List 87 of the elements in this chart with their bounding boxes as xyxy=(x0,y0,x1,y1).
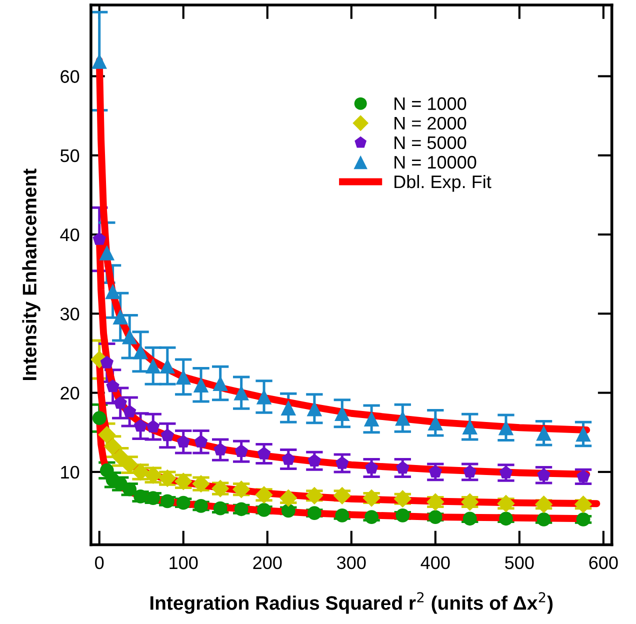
point xyxy=(394,490,412,508)
point xyxy=(364,411,380,427)
legend-label: Dbl. Exp. Fit xyxy=(394,174,492,192)
point xyxy=(282,452,295,465)
point xyxy=(99,245,115,260)
point xyxy=(92,54,107,69)
point xyxy=(426,493,444,511)
point xyxy=(281,504,296,518)
point xyxy=(212,376,228,391)
point xyxy=(576,512,590,526)
point xyxy=(428,415,444,431)
x-tick-label: 300 xyxy=(337,556,366,570)
legend-label: N = 10000 xyxy=(394,156,476,169)
point xyxy=(428,464,442,478)
point xyxy=(534,496,553,514)
y-tick-label: 50 xyxy=(60,149,80,162)
point xyxy=(336,456,349,469)
point xyxy=(306,486,324,505)
point xyxy=(364,461,378,474)
y-tick-label: 30 xyxy=(60,308,80,320)
point xyxy=(100,356,114,368)
point xyxy=(499,512,513,526)
point xyxy=(122,404,136,418)
y-tick-label: 40 xyxy=(60,228,80,242)
point xyxy=(132,344,148,360)
point xyxy=(234,444,248,457)
point xyxy=(256,389,272,404)
point xyxy=(106,380,120,392)
point xyxy=(462,512,477,526)
x-tick-label: 400 xyxy=(420,556,450,570)
point xyxy=(334,406,350,422)
point xyxy=(308,454,322,466)
point xyxy=(497,494,515,512)
point xyxy=(576,470,590,482)
point xyxy=(364,510,378,524)
point xyxy=(92,411,106,426)
point xyxy=(193,377,209,393)
legend-label: N = 5000 xyxy=(394,136,466,150)
point xyxy=(499,466,513,478)
point xyxy=(98,426,116,444)
y-axis-title: Intensity Enhancement xyxy=(22,168,40,380)
point xyxy=(146,420,160,432)
point xyxy=(574,496,592,514)
point xyxy=(280,400,296,416)
point xyxy=(257,446,271,460)
point xyxy=(176,369,191,385)
point xyxy=(396,508,410,522)
point xyxy=(145,358,161,374)
point xyxy=(194,434,208,448)
point xyxy=(335,508,350,522)
point xyxy=(462,419,478,434)
y-tick-label: 60 xyxy=(60,70,80,83)
point xyxy=(463,464,476,478)
point xyxy=(396,461,410,474)
x-tick-label: 600 xyxy=(589,556,618,570)
point xyxy=(362,489,380,507)
point xyxy=(537,468,550,481)
legend-label: N = 1000 xyxy=(394,97,466,110)
point xyxy=(307,506,322,520)
point xyxy=(461,493,479,511)
point xyxy=(112,309,128,324)
y-tick-label: 10 xyxy=(61,466,80,479)
point xyxy=(160,358,176,374)
point xyxy=(280,489,298,507)
point xyxy=(160,428,174,442)
point xyxy=(92,232,106,245)
x-tick-label: 0 xyxy=(95,556,104,570)
x-tick-label: 200 xyxy=(253,556,282,570)
point xyxy=(428,510,442,524)
point xyxy=(234,385,249,400)
point xyxy=(536,426,552,441)
x-tick-label: 100 xyxy=(170,556,198,570)
point xyxy=(134,419,148,432)
point xyxy=(104,438,122,456)
point xyxy=(536,512,551,526)
legend-label: N = 2000 xyxy=(394,116,466,130)
point xyxy=(176,434,190,448)
point xyxy=(333,486,351,505)
x-axis-title: Integration Radius Squared r$^{2}$ (units of Δx$^{2}$) xyxy=(150,592,553,614)
point xyxy=(114,396,127,409)
point xyxy=(214,442,227,456)
point xyxy=(122,328,138,344)
point xyxy=(105,284,120,300)
y-tick-label: 20 xyxy=(60,386,80,400)
x-tick-label: 500 xyxy=(505,556,534,570)
point xyxy=(257,502,271,517)
point xyxy=(576,426,591,442)
